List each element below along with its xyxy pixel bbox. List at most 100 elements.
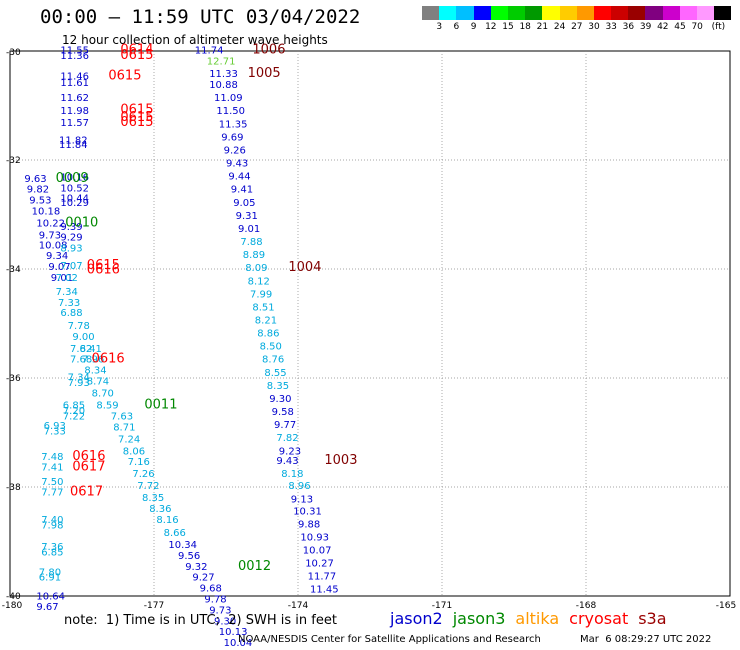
legend-label-11: 36 [622, 22, 635, 32]
x-tick-label: -171 [432, 601, 452, 611]
wave-height-point: 10.08 [39, 240, 68, 251]
wave-height-point: 7.16 [128, 457, 150, 468]
wave-height-point: 8.35 [267, 381, 289, 392]
wave-height-point: 9.30 [269, 394, 291, 405]
wave-height-point: 9.30 [214, 616, 236, 627]
legend-swatch-11 [611, 6, 629, 20]
wave-height-point: 10.13 [219, 627, 248, 638]
pass-time-label: 0012 [238, 559, 271, 574]
wave-height-point: 9.43 [276, 456, 298, 467]
wave-height-point: 11.50 [216, 106, 245, 117]
wave-height-point: 9.01 [238, 224, 260, 235]
satellite-jason2: jason2 [390, 609, 443, 628]
wave-height-point: 8.51 [252, 302, 274, 313]
satellite-altika: altika [515, 609, 560, 628]
legend-swatch-8 [559, 6, 577, 20]
wave-height-point: 8.12 [248, 276, 270, 287]
wave-height-point: 9.58 [272, 407, 294, 418]
wave-height-point: 11.74 [195, 46, 224, 57]
legend-swatch-14 [662, 6, 680, 20]
wave-height-point: 6.93 [44, 421, 66, 432]
wave-height-point: 10.93 [300, 532, 329, 543]
legend-swatch-12 [628, 6, 646, 20]
legend-swatch-10 [593, 6, 612, 20]
wave-height-point: 7.62 [70, 344, 92, 355]
legend-label-5: 18 [519, 22, 531, 32]
y-tick-label: -30 [6, 48, 21, 58]
wave-height-point: 10.04 [224, 638, 253, 649]
wave-height-point: 8.71 [113, 422, 135, 433]
wave-height-point: 10.07 [303, 545, 332, 556]
wave-height-point: 11.46 [60, 71, 89, 82]
wave-height-point: 12.71 [207, 57, 236, 68]
wave-height-point: 7.33 [44, 427, 66, 438]
wave-height-point: 9.41 [231, 185, 253, 196]
legend-swatch-0 [422, 6, 440, 20]
wave-height-point: 7.93 [68, 378, 90, 389]
wave-height-point: 7.33 [58, 298, 80, 309]
wave-height-point: 7.78 [68, 321, 90, 332]
wave-height-point: 8.55 [264, 368, 286, 379]
wave-height-point: 9.13 [291, 494, 313, 505]
legend-swatch-3 [473, 6, 491, 20]
wave-height-point: 6.91 [39, 573, 61, 584]
legend-label-1: 6 [453, 22, 460, 32]
legend-label-10: 33 [605, 22, 617, 32]
legend-label-7: 24 [553, 22, 566, 32]
wave-height-point: 8.06 [123, 446, 145, 457]
pass-time-label: 0616 [87, 262, 120, 277]
wave-height-point: 7.68 [70, 355, 92, 366]
wave-height-point: 11.09 [214, 93, 243, 104]
wave-height-point: 8.16 [156, 515, 178, 526]
pass-time-label: 1004 [288, 260, 321, 275]
wave-height-point: 10.29 [60, 198, 89, 209]
satellite-cryosat: cryosat [569, 609, 629, 628]
wave-height-point: 9.34 [46, 251, 68, 262]
legend-label-14: 45 [674, 22, 686, 32]
wave-height-point: 11.84 [59, 140, 88, 151]
legend-swatch-5 [507, 6, 526, 20]
wave-height-point: 10.88 [209, 80, 238, 91]
legend-label-9: 30 [588, 22, 600, 32]
wave-height-point: 7.02 [56, 273, 78, 284]
pass-time-label: 0616 [72, 449, 105, 464]
satellite-jason3: jason3 [452, 609, 506, 628]
wave-height-point: 8.50 [260, 342, 282, 353]
legend-label-3: 12 [485, 22, 497, 32]
legend-swatch-2 [456, 6, 474, 20]
wave-height-point: 9.88 [298, 519, 320, 530]
legend-swatch-6 [525, 6, 543, 20]
legend-swatch-4 [490, 6, 508, 20]
y-tick-label: -34 [6, 265, 21, 275]
wave-height-point: 9.44 [228, 172, 250, 183]
pass-time-label: 0617 [70, 485, 103, 500]
wave-height-point: 7.50 [41, 477, 63, 488]
wave-height-point: 10.52 [60, 184, 89, 195]
wave-height-point: 7.80 [39, 567, 61, 578]
wave-height-point: 8.34 [84, 366, 106, 377]
legend-label-12: 39 [639, 22, 652, 32]
wave-height-point: 9.53 [29, 196, 51, 207]
wave-height-point: 9.82 [27, 185, 49, 196]
legend-label-8: 27 [571, 22, 583, 32]
legend-swatch-1 [439, 6, 457, 20]
chart-subtitle: 12 hour collection of altimeter wave hei… [62, 33, 328, 47]
wave-height-point: 11.62 [60, 93, 89, 104]
y-tick-label: -36 [6, 374, 21, 384]
wave-height-point: 9.56 [178, 551, 200, 562]
color-legend-bar [422, 6, 732, 20]
wave-height-point: 7.72 [137, 481, 159, 492]
wave-height-point: 11.36 [60, 51, 89, 62]
wave-height-point: 9.39 [60, 222, 82, 233]
x-tick-label: -168 [576, 601, 597, 611]
footer-credit: NOAA/NESDIS Center for Satellite Applica… [238, 634, 541, 645]
wave-height-point: 10.44 [60, 193, 89, 204]
pass-time-label: 0615 [120, 103, 153, 118]
pass-time-label: 0617 [72, 460, 105, 475]
wave-height-point: 9.26 [224, 145, 246, 156]
wave-height-point: 8.93 [60, 244, 82, 255]
wave-height-point: 9.63 [24, 174, 46, 185]
wave-height-point: 7.34 [56, 287, 78, 298]
legend-swatch-15 [679, 6, 697, 20]
